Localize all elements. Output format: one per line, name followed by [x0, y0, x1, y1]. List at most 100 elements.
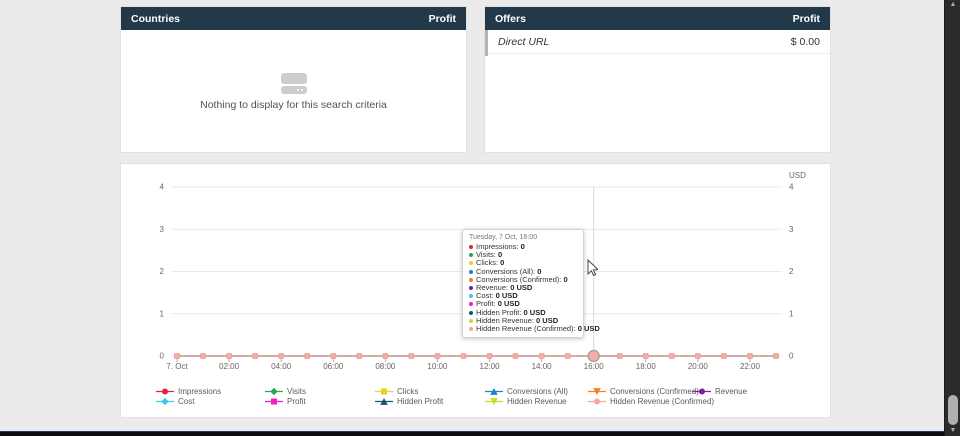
chart-legend: Impressions Visits Clicks Conversions (All)… — [156, 387, 747, 406]
series-color-dot-icon — [469, 318, 473, 323]
svg-text:3: 3 — [160, 225, 165, 234]
svg-text:18:00: 18:00 — [636, 362, 657, 371]
legend-series-marker-icon — [485, 387, 503, 396]
scrollbar-down-arrow-icon[interactable]: ▼ — [949, 427, 957, 434]
offer-profit-value: $ 0.00 — [790, 35, 820, 48]
legend-series-marker-icon — [693, 387, 711, 396]
svg-text:02:00: 02:00 — [219, 362, 240, 371]
series-color-dot-icon — [469, 253, 473, 258]
legend-label: Revenue — [715, 387, 748, 396]
legend-label: Visits — [287, 387, 306, 396]
countries-panel-title: Countries — [131, 12, 181, 25]
offers-panel: Offers Profit Direct URL $ 0.00 — [484, 6, 831, 153]
tooltip-row: Hidden Profit: 0 USD — [469, 308, 577, 317]
svg-text:04:00: 04:00 — [271, 362, 292, 371]
svg-text:10:00: 10:00 — [427, 362, 448, 371]
tooltip-row: Hidden Revenue (Confirmed): 0 USD — [469, 324, 600, 333]
vertical-scrollbar[interactable]: ▲ ▼ — [944, 0, 960, 436]
legend-label: Profit — [287, 397, 306, 406]
countries-empty-state: Nothing to display for this search crite… — [121, 30, 466, 154]
series-color-dot-icon — [469, 302, 473, 307]
legend-item-impressions[interactable]: Impressions — [156, 387, 265, 396]
legend-item-clicks[interactable]: Clicks — [375, 387, 485, 396]
svg-text:20:00: 20:00 — [688, 362, 709, 371]
offers-list: Direct URL $ 0.00 — [485, 30, 830, 56]
legend-series-marker-icon — [375, 397, 393, 406]
legend-series-marker-icon — [588, 397, 606, 406]
svg-text:7. Oct: 7. Oct — [166, 362, 188, 371]
offer-row[interactable]: Direct URL $ 0.00 — [485, 30, 830, 54]
legend-item-hidden-revenue[interactable]: Hidden Revenue — [485, 397, 588, 406]
legend-label: Conversions (Confirmed) — [610, 387, 699, 396]
svg-text:4: 4 — [160, 183, 165, 192]
bottom-window-edge — [0, 431, 944, 436]
series-color-dot-icon — [469, 277, 473, 282]
tooltip-row: Revenue: 0 USD — [469, 283, 577, 292]
offers-metric-label: Profit — [792, 12, 820, 25]
legend-item-conversions-all[interactable]: Conversions (All) — [485, 387, 588, 396]
legend-item-conversions-confirmed[interactable]: Conversions (Confirmed) — [588, 387, 699, 396]
svg-text:3: 3 — [789, 225, 794, 234]
svg-text:14:00: 14:00 — [532, 362, 553, 371]
legend-series-marker-icon — [265, 397, 283, 406]
legend-item-revenue[interactable]: Revenue — [693, 387, 747, 396]
series-color-dot-icon — [469, 286, 473, 291]
chart-panel: 0 0 1 1 2 2 3 3 4 4 USD 7. Oct 02:00 04:00 06:00 08:00 1… — [120, 163, 831, 418]
tooltip-row: Cost: 0 USD — [469, 292, 577, 300]
offers-left-scrollbar[interactable] — [485, 30, 488, 56]
countries-empty-text: Nothing to display for this search crite… — [200, 99, 387, 111]
tooltip-row: Hidden Revenue: 0 USD — [469, 316, 577, 325]
svg-text:0: 0 — [160, 352, 165, 361]
svg-text:16:00: 16:00 — [584, 362, 605, 371]
scrollbar-thumb[interactable] — [948, 395, 958, 425]
countries-panel-header: Countries Profit — [121, 7, 466, 30]
legend-label: Hidden Profit — [397, 397, 444, 406]
offers-panel-header: Offers Profit — [485, 7, 830, 30]
legend-series-marker-icon — [265, 387, 283, 396]
series-color-dot-icon — [469, 269, 473, 274]
tooltip-row: Profit: 0 USD — [469, 300, 577, 308]
empty-list-icon — [280, 73, 307, 94]
svg-text:2: 2 — [160, 267, 165, 276]
countries-panel: Countries Profit Nothing to display for … — [120, 6, 467, 153]
svg-text:1: 1 — [789, 309, 794, 318]
svg-text:4: 4 — [789, 183, 794, 192]
legend-series-marker-icon — [156, 387, 174, 396]
legend-label: Hidden Revenue (Confirmed) — [610, 397, 715, 406]
legend-label: Clicks — [397, 387, 419, 396]
tooltip-row: Clicks: 0 — [469, 259, 577, 267]
series-color-dot-icon — [469, 327, 473, 332]
legend-label: Impressions — [178, 387, 222, 396]
offers-panel-title: Offers — [495, 12, 526, 25]
legend-label: Hidden Revenue — [507, 397, 567, 406]
tooltip-row: Conversions (Confirmed): 0 — [469, 275, 577, 284]
series-color-dot-icon — [469, 294, 473, 299]
legend-series-marker-icon — [156, 397, 174, 406]
svg-text:USD: USD — [789, 171, 806, 180]
svg-text:22:00: 22:00 — [740, 362, 761, 371]
legend-item-hidden-profit[interactable]: Hidden Profit — [375, 397, 485, 406]
tooltip-row: Visits: 0 — [469, 251, 577, 259]
legend-label: Conversions (All) — [507, 387, 568, 396]
legend-item-hidden-revenue-confirmed[interactable]: Hidden Revenue (Confirmed) — [588, 397, 714, 406]
offer-name: Direct URL — [498, 35, 550, 48]
time-series-chart[interactable]: 0 0 1 1 2 2 3 3 4 4 USD 7. Oct 02:00 04:00 06:00 08:00 1… — [121, 164, 830, 382]
svg-text:1: 1 — [160, 309, 165, 318]
scrollbar-up-arrow-icon[interactable]: ▲ — [949, 1, 957, 8]
svg-text:06:00: 06:00 — [323, 362, 344, 371]
svg-text:12:00: 12:00 — [480, 362, 501, 371]
legend-label: Cost — [178, 397, 195, 406]
tooltip-row: Conversions (All): 0 — [469, 267, 577, 276]
legend-series-marker-icon — [588, 387, 606, 396]
legend-item-visits[interactable]: Visits — [265, 387, 375, 396]
svg-text:08:00: 08:00 — [375, 362, 396, 371]
chart-tooltip: Tuesday, 7 Oct, 16:00 Impressions: 0 Visi… — [462, 229, 600, 339]
series-color-dot-icon — [469, 261, 473, 266]
legend-series-marker-icon — [375, 387, 393, 396]
countries-metric-label: Profit — [428, 12, 456, 25]
series-color-dot-icon — [469, 245, 473, 249]
legend-item-profit[interactable]: Profit — [265, 397, 375, 406]
tooltip-row: Impressions: 0 — [469, 242, 577, 251]
legend-item-cost[interactable]: Cost — [156, 397, 265, 406]
